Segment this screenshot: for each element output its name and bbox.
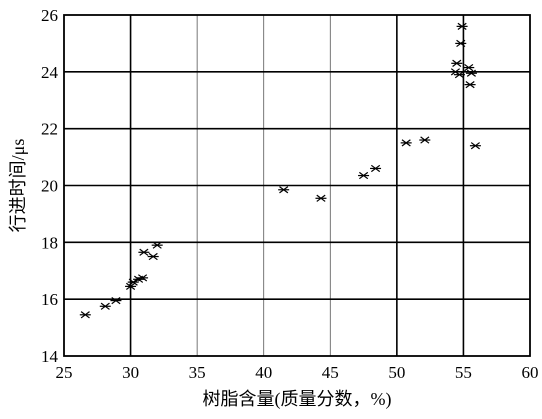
data-point — [456, 22, 468, 30]
data-point — [358, 171, 370, 180]
axis-ticks: 25 30 35 40 45 50 55 60 14 16 18 20 22 24 26 — [41, 6, 539, 382]
data-point — [419, 136, 431, 144]
data-point — [370, 164, 382, 173]
x-tick-label: 60 — [522, 363, 539, 382]
plot-border — [63, 14, 531, 357]
y-tick-label: 14 — [41, 347, 59, 366]
y-axis-title: 行进时间/μs — [8, 139, 28, 233]
data-point — [464, 80, 476, 89]
data-point — [453, 71, 465, 79]
data-point — [110, 296, 122, 305]
data-point — [151, 241, 163, 249]
data-point — [400, 139, 412, 147]
data-point — [137, 274, 149, 282]
x-tick-label: 50 — [388, 363, 405, 382]
data-point — [463, 63, 475, 72]
x-tick-label: 35 — [189, 363, 206, 382]
data-point — [147, 252, 159, 261]
y-tick-label: 20 — [41, 177, 58, 196]
data-point — [99, 302, 111, 310]
y-tick-label: 18 — [41, 233, 58, 252]
data-point — [127, 278, 139, 286]
data-point — [465, 69, 477, 77]
plot-frame — [63, 14, 531, 357]
data-point — [79, 311, 91, 319]
x-tick-label: 30 — [122, 363, 139, 382]
y-tick-label: 22 — [41, 120, 58, 139]
data-point — [451, 59, 463, 67]
x-tick-label: 45 — [322, 363, 339, 382]
data-point — [125, 282, 137, 291]
x-tick-label: 55 — [455, 363, 472, 382]
y-tick-label: 26 — [41, 6, 58, 25]
y-tick-label: 24 — [41, 63, 59, 82]
x-axis-title: 树脂含量(质量分数，%) — [203, 389, 392, 410]
data-point — [315, 194, 327, 202]
data-point — [469, 142, 481, 150]
data-point — [278, 186, 290, 194]
data-point — [455, 39, 467, 48]
x-tick-label: 25 — [56, 363, 73, 382]
data-points — [79, 22, 481, 319]
y-tick-label: 16 — [41, 290, 58, 309]
data-point — [138, 248, 150, 256]
x-tick-label: 40 — [255, 363, 272, 382]
